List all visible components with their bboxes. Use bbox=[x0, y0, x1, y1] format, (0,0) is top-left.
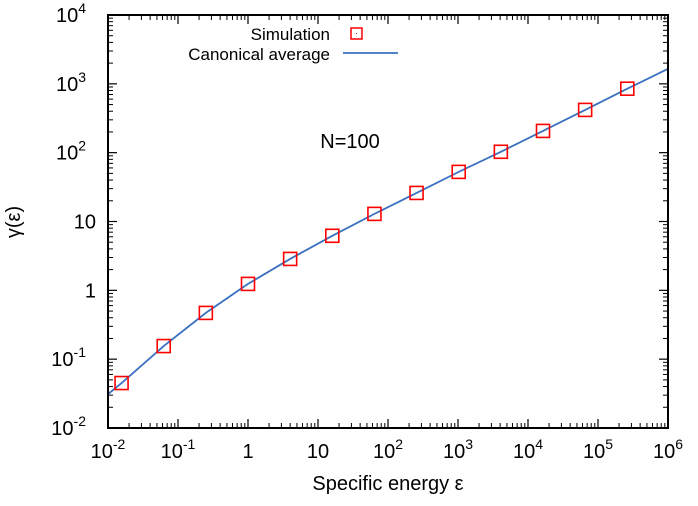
y-tick-label: 10 bbox=[74, 212, 96, 234]
annotation-n: N=100 bbox=[320, 131, 380, 153]
y-tick-label: 10-2 bbox=[51, 413, 86, 440]
y-tick-label: 102 bbox=[56, 138, 86, 165]
data-point-simulation bbox=[156, 338, 172, 354]
x-tick-label: 106 bbox=[653, 436, 683, 463]
data-point-simulation bbox=[451, 164, 467, 180]
x-tick-label: 10-1 bbox=[161, 436, 196, 463]
x-axis-label: Specific energy ε bbox=[312, 473, 463, 495]
legend-label-simulation: Simulation bbox=[251, 25, 330, 44]
y-axis-label: γ(ε) bbox=[3, 206, 25, 238]
data-point-simulation bbox=[282, 251, 298, 267]
data-point-simulation bbox=[367, 206, 382, 222]
legend-marker-simulation bbox=[350, 27, 363, 40]
x-tick-label: 1 bbox=[242, 441, 253, 463]
series-line-canonical-average bbox=[107, 68, 669, 395]
data-point-simulation bbox=[535, 123, 551, 139]
axis-ticks: 10-2 10-1 1 10 102 103 104 105 106 10-2 10-1 1 10 102… bbox=[51, 0, 683, 463]
data-point-simulation bbox=[198, 305, 214, 321]
data-point-simulation bbox=[619, 81, 635, 96]
x-tick-label: 10 bbox=[307, 441, 329, 463]
legend-marker-dot bbox=[356, 33, 357, 34]
data-point-simulation bbox=[240, 276, 256, 292]
y-tick-label: 104 bbox=[56, 0, 86, 27]
data-point-simulation bbox=[493, 144, 509, 160]
data-point-simulation bbox=[577, 102, 593, 118]
x-tick-label: 10-2 bbox=[91, 436, 126, 463]
y-tick-label: 1 bbox=[85, 280, 96, 302]
x-tick-label: 103 bbox=[443, 436, 473, 463]
data-point-simulation bbox=[324, 228, 340, 244]
data-point-simulation bbox=[114, 375, 129, 391]
x-tick-label: 105 bbox=[583, 436, 613, 463]
x-tick-label: 104 bbox=[513, 436, 543, 463]
series-layer bbox=[107, 68, 669, 395]
legend-label-canonical: Canonical average bbox=[188, 45, 330, 64]
y-tick-label: 10-1 bbox=[51, 344, 86, 371]
data-point-simulation bbox=[409, 185, 424, 201]
plot-frame bbox=[107, 14, 669, 429]
x-tick-label: 102 bbox=[373, 436, 403, 463]
y-tick-label: 103 bbox=[56, 69, 86, 96]
